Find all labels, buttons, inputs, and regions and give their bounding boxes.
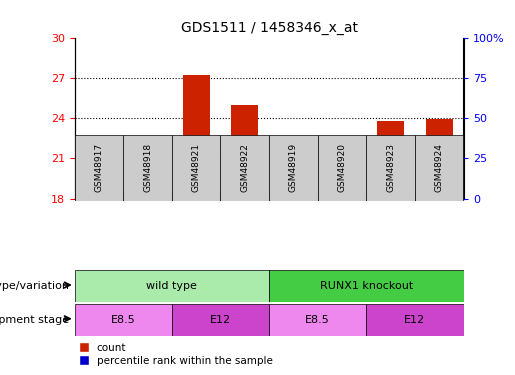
Bar — [426, 120, 453, 199]
Title: GDS1511 / 1458346_x_at: GDS1511 / 1458346_x_at — [181, 21, 357, 35]
Legend: count, percentile rank within the sample: count, percentile rank within the sample — [80, 343, 272, 366]
Bar — [75, 135, 123, 201]
Bar — [75, 304, 172, 336]
Text: wild type: wild type — [146, 281, 197, 291]
Text: E12: E12 — [404, 315, 425, 325]
Text: development stage: development stage — [0, 315, 70, 325]
Bar — [329, 183, 355, 199]
Bar — [172, 135, 220, 201]
Bar — [366, 304, 464, 336]
Text: RUNX1 knockout: RUNX1 knockout — [320, 281, 413, 291]
Bar — [366, 135, 415, 201]
Bar — [75, 270, 269, 302]
Bar — [172, 304, 269, 336]
Bar — [280, 180, 307, 199]
Text: E12: E12 — [210, 315, 231, 325]
Bar — [415, 135, 464, 201]
Text: GSM48918: GSM48918 — [143, 143, 152, 192]
Text: GSM48923: GSM48923 — [386, 143, 395, 192]
Bar — [85, 154, 112, 199]
Text: genotype/variation: genotype/variation — [0, 281, 70, 291]
Bar — [123, 135, 172, 201]
Bar — [377, 121, 404, 199]
Text: GSM48917: GSM48917 — [94, 143, 104, 192]
Text: GSM48924: GSM48924 — [435, 143, 444, 192]
Bar — [318, 135, 366, 201]
Bar — [269, 270, 464, 302]
Bar — [269, 304, 366, 336]
Text: GSM48919: GSM48919 — [289, 143, 298, 192]
Text: E8.5: E8.5 — [305, 315, 330, 325]
Text: GSM48921: GSM48921 — [192, 143, 201, 192]
Bar — [134, 160, 161, 199]
Bar — [269, 135, 318, 201]
Text: GSM48922: GSM48922 — [241, 143, 249, 192]
Bar — [231, 105, 258, 199]
Text: E8.5: E8.5 — [111, 315, 135, 325]
Bar — [220, 135, 269, 201]
Text: GSM48920: GSM48920 — [337, 143, 347, 192]
Bar — [183, 75, 210, 199]
